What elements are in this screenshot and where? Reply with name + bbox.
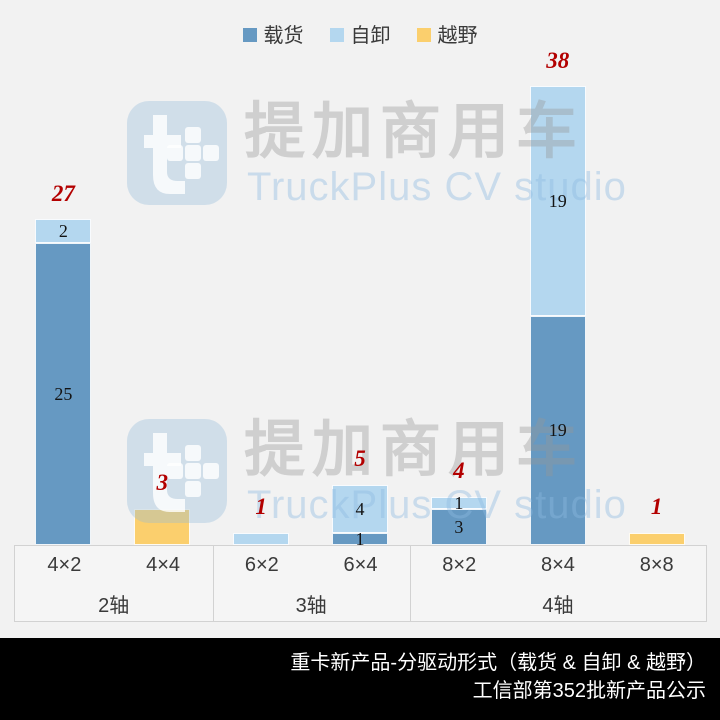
bar-segment-越野 xyxy=(628,532,685,545)
bar-total-label: 1 xyxy=(255,494,267,520)
segment-value-label: 3 xyxy=(454,516,464,537)
axis-group-divider xyxy=(410,546,412,621)
bar-segment-载货: 1 xyxy=(332,528,388,549)
x-axis: 4×2 4×4 6×2 6×4 8×2 8×4 8×8 2轴 3轴 4轴 xyxy=(14,545,707,622)
segment-value-label: 1 xyxy=(355,528,365,549)
x-axis-label-4×2: 4×2 xyxy=(47,553,82,576)
segment-value-label: 2 xyxy=(58,221,68,242)
legend: 载货 自卸 越野 xyxy=(0,19,720,48)
segment-value-label: 25 xyxy=(54,384,73,405)
chart-title: 重卡新产品-分驱动形式（载货 & 自卸 & 越野） xyxy=(290,652,706,674)
legend-label: 自卸 xyxy=(350,25,391,47)
bar-8×4: 19 19 xyxy=(529,86,586,545)
bar-segment-载货: 25 xyxy=(35,243,92,545)
axis-group-divider xyxy=(212,546,214,621)
axis-group-label-4轴: 4轴 xyxy=(542,594,574,617)
x-axis-group-row: 2轴 3轴 4轴 xyxy=(15,584,706,622)
bar-total-label: 4 xyxy=(453,458,465,484)
bar-segment-自卸: 2 xyxy=(35,219,92,244)
segment-value-label: 19 xyxy=(548,191,567,212)
footer-banner: 重卡新产品-分驱动形式（载货 & 自卸 & 越野） 工信部第352批新产品公示 xyxy=(0,638,720,720)
offroad-swatch-icon xyxy=(416,27,431,42)
bar-segment-自卸: 1 xyxy=(430,492,487,513)
bar-segment-载货: 19 xyxy=(529,315,586,545)
x-axis-category-row: 4×2 4×4 6×2 6×4 8×2 8×4 8×8 xyxy=(15,546,706,584)
cargo-swatch-icon xyxy=(242,27,257,42)
bar-segment-自卸 xyxy=(233,532,290,545)
bar-8×8 xyxy=(628,532,685,545)
bar-segment-载货: 3 xyxy=(430,508,487,545)
axis-group-label-2轴: 2轴 xyxy=(98,594,130,617)
bar-total-label: 1 xyxy=(650,494,663,520)
bar-total-label: 27 xyxy=(51,180,75,206)
x-axis-label-8×8: 8×8 xyxy=(639,553,674,576)
legend-label: 载货 xyxy=(263,25,304,47)
bar-segment-自卸: 4 xyxy=(332,484,388,533)
plot-area: 25 2 27 3 1 1 4 5 3 1 4 19 19 38 1 xyxy=(14,0,706,549)
bar-total-label: 38 xyxy=(546,47,570,73)
x-axis-label-8×4: 8×4 xyxy=(540,553,575,576)
legend-item-offroad: 越野 xyxy=(416,19,478,48)
chart-source: 工信部第352批新产品公示 xyxy=(472,680,706,703)
segment-value-label: 4 xyxy=(355,498,365,519)
x-axis-label-6×2: 6×2 xyxy=(244,553,279,576)
x-axis-label-6×4: 6×4 xyxy=(343,553,378,576)
legend-label: 越野 xyxy=(437,25,478,47)
segment-value-label: 1 xyxy=(454,492,464,513)
bar-6×2 xyxy=(233,532,290,545)
segment-value-label: 19 xyxy=(548,420,567,441)
bar-total-label: 3 xyxy=(156,470,169,496)
bar-segment-越野 xyxy=(134,508,191,545)
legend-item-cargo: 载货 xyxy=(242,19,304,48)
axis-group-label-3轴: 3轴 xyxy=(295,594,327,617)
x-axis-label-8×2: 8×2 xyxy=(442,553,477,576)
x-axis-label-4×4: 4×4 xyxy=(146,553,181,576)
bar-4×4 xyxy=(134,508,191,545)
bar-total-label: 5 xyxy=(354,446,366,472)
bar-segment-自卸: 19 xyxy=(529,86,586,316)
dump-swatch-icon xyxy=(329,27,344,42)
legend-item-dump: 自卸 xyxy=(329,19,391,48)
bar-4×2: 25 2 xyxy=(35,219,92,545)
